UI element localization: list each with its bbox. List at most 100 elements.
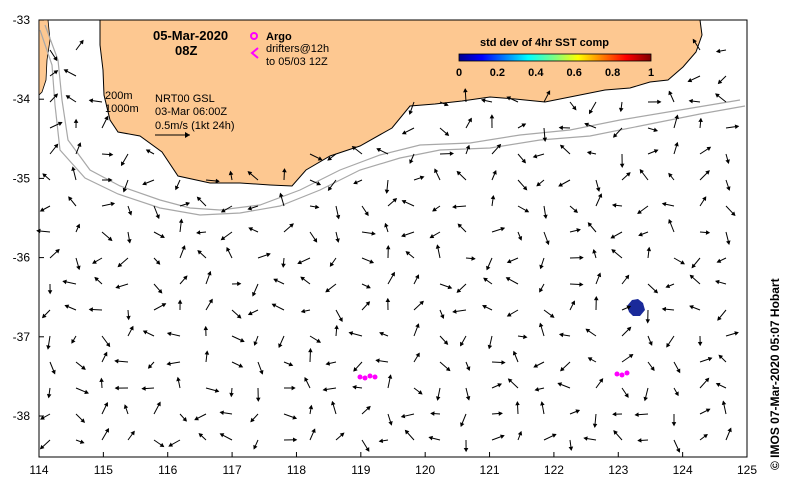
current-vector-head: [335, 238, 340, 243]
current-vector-head: [105, 342, 111, 348]
current-vector-head: [665, 283, 671, 288]
current-vector-head: [291, 385, 296, 391]
current-vector-head: [292, 437, 298, 443]
current-vector-head: [415, 323, 420, 328]
current-vector-head: [463, 448, 469, 453]
current-vector-head: [331, 400, 336, 406]
current-vector-head: [64, 304, 70, 309]
current-vector-head: [536, 181, 542, 187]
current-vector-head: [490, 194, 496, 200]
current-vector-head: [41, 313, 47, 319]
current-vector-head: [182, 417, 187, 422]
current-vector-head: [47, 290, 53, 295]
label-scale: 0.5m/s (1kt 24h): [155, 120, 234, 132]
current-vector-head: [114, 358, 119, 364]
current-vector-head: [351, 145, 357, 151]
current-vector-head: [238, 363, 244, 368]
current-vector-head: [214, 388, 220, 393]
current-vector-head: [88, 307, 93, 312]
label-product: NRT00 GSL: [155, 93, 215, 105]
current-vector-head: [53, 56, 58, 62]
current-vector-head: [338, 317, 343, 323]
current-vector-head: [219, 433, 225, 438]
current-vectors: [36, 38, 740, 453]
current-vector-head: [523, 334, 528, 340]
current-vector-head: [142, 330, 148, 335]
current-vector-head: [661, 306, 667, 312]
lon-tick-label: 120: [415, 463, 435, 477]
current-vector-head: [236, 314, 242, 319]
current-vector-head: [237, 281, 242, 287]
current-vector-head: [734, 331, 739, 336]
current-vector-head: [68, 196, 73, 202]
current-vector-head: [204, 350, 210, 355]
current-vector-head: [715, 48, 721, 54]
current-vector-head: [228, 170, 234, 176]
current-vector-head: [384, 189, 390, 194]
lat-tick-label: -35: [13, 171, 31, 185]
current-vector-head: [612, 133, 618, 138]
current-vector-head: [465, 144, 471, 150]
current-vector-head: [435, 244, 441, 249]
current-vector-head: [281, 263, 286, 268]
lon-tick-label: 125: [737, 463, 757, 477]
current-vector-head: [155, 260, 161, 265]
current-vector-head: [329, 262, 335, 267]
current-vector-head: [365, 447, 370, 452]
current-vector-head: [166, 361, 171, 366]
lon-tick-label: 115: [94, 463, 113, 477]
colorbar-tick-label: 0.8: [605, 67, 620, 79]
current-vector-head: [668, 90, 673, 96]
colorbar-tick-label: 1: [648, 67, 654, 79]
current-vector-head: [557, 382, 563, 387]
current-vector-head: [592, 423, 598, 428]
current-vector-head: [157, 288, 163, 294]
current-vector-head: [415, 274, 420, 280]
current-vector-head: [626, 305, 632, 310]
current-vector-head: [365, 301, 371, 306]
current-vector-head: [99, 377, 104, 383]
current-vector-head: [352, 385, 357, 390]
current-vector-head: [353, 367, 358, 372]
current-vector-head: [314, 204, 320, 210]
current-vector-head: [598, 378, 604, 383]
current-vector-head: [103, 351, 108, 357]
current-vector-head: [430, 411, 435, 416]
current-vector-head: [539, 264, 544, 270]
current-vector-head: [53, 93, 59, 99]
current-vector-head: [568, 446, 574, 451]
current-vector-head: [538, 322, 544, 328]
current-vector-head: [327, 186, 333, 191]
current-vector-head: [369, 259, 375, 264]
current-vector-head: [680, 260, 685, 265]
current-vector-head: [110, 201, 116, 207]
current-vector-head: [161, 303, 167, 308]
current-vector-head: [255, 397, 261, 402]
current-vector-head: [471, 256, 476, 261]
current-vector-head: [278, 343, 283, 349]
current-vector-head: [419, 175, 425, 180]
current-vector-head: [385, 245, 391, 250]
current-vector-head: [587, 357, 593, 362]
current-vector-head: [551, 433, 557, 438]
current-vector-head: [308, 347, 313, 353]
current-vector-head: [611, 249, 616, 254]
current-vector-head: [506, 96, 512, 101]
current-vector-head: [648, 341, 653, 346]
current-vector-head: [573, 208, 578, 213]
current-vector-head: [524, 208, 530, 213]
current-vector-head: [703, 433, 708, 439]
current-vector-head: [178, 218, 184, 223]
colorbar-tick-label: 0: [456, 67, 462, 79]
current-vector-head: [220, 208, 226, 213]
current-vector-head: [175, 185, 180, 191]
current-vector-head: [226, 246, 231, 252]
current-vector-head: [596, 272, 602, 278]
current-vector-head: [432, 207, 437, 212]
current-vector-head: [104, 115, 109, 121]
current-vector-head: [661, 201, 667, 207]
current-vector-head: [353, 180, 358, 185]
current-vector-head: [339, 432, 345, 438]
current-vector-head: [129, 325, 134, 331]
